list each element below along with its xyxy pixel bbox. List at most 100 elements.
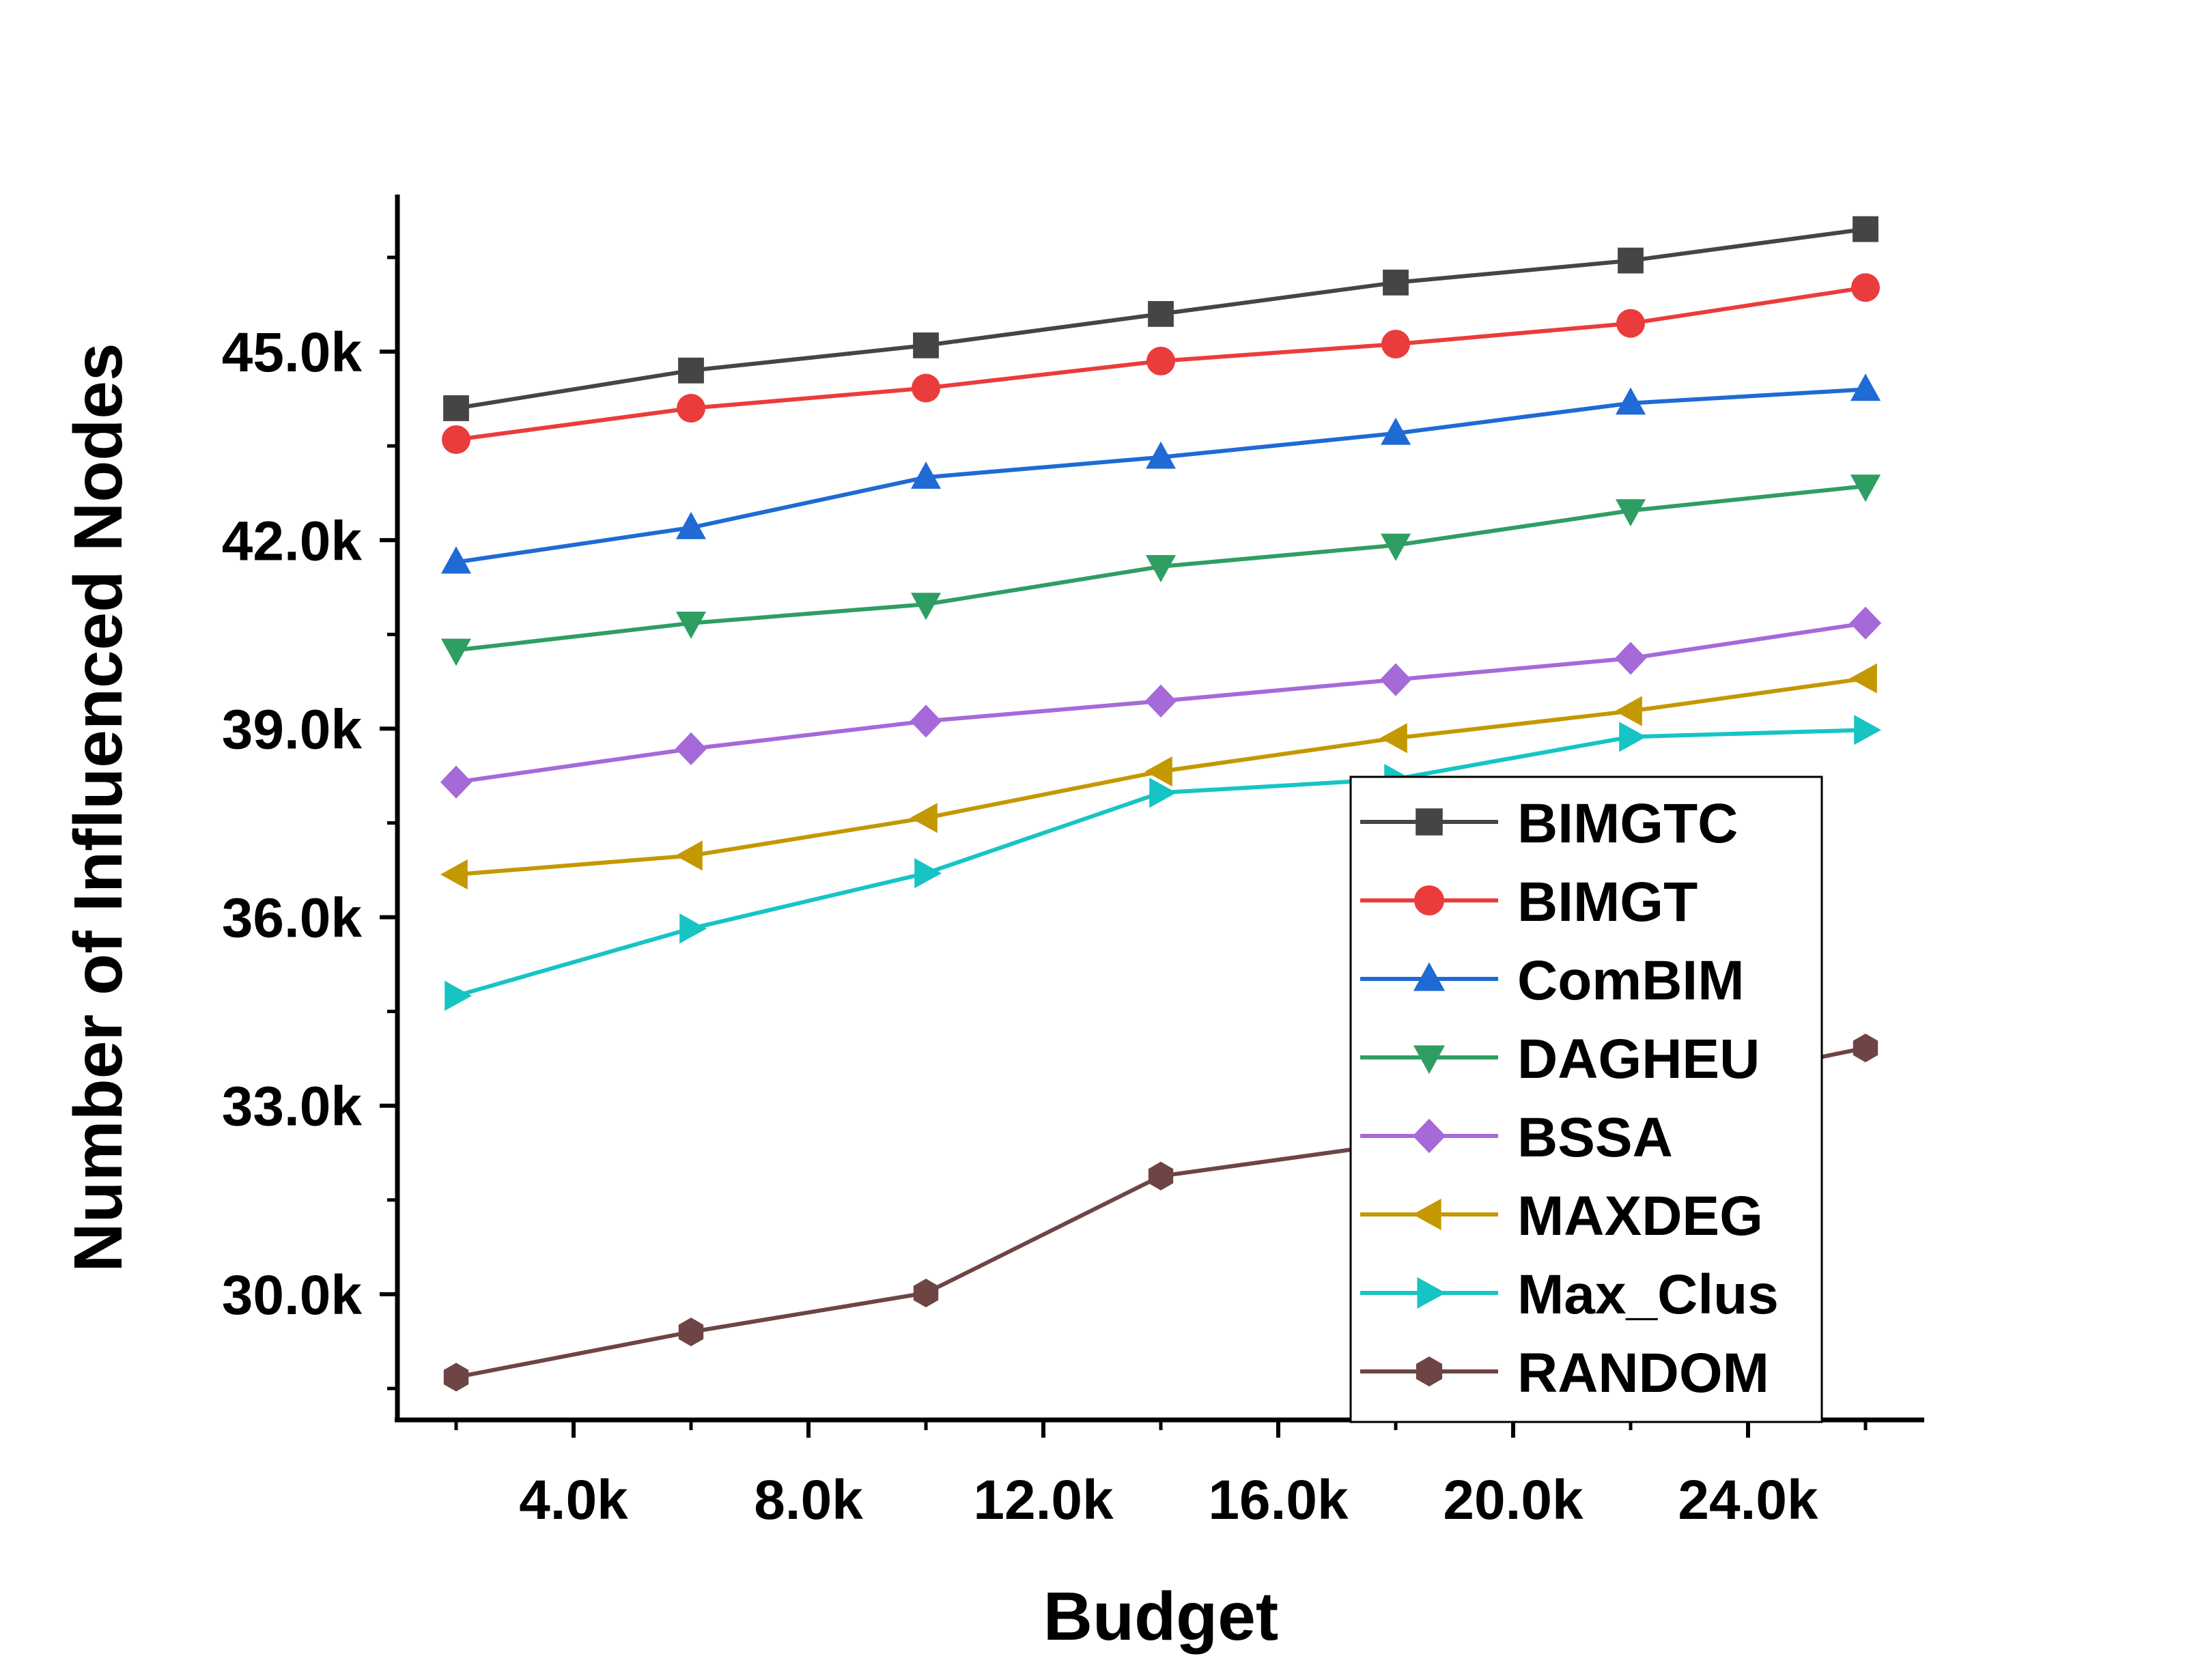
- x-tick-label: 20.0k: [1443, 1469, 1583, 1531]
- data-point-bimgt: [442, 425, 470, 454]
- data-point-combim: [1381, 417, 1411, 445]
- legend-label: BIMGTC: [1517, 793, 1738, 855]
- data-point-bimgtc: [1618, 247, 1644, 274]
- data-point-max-clus: [1854, 715, 1882, 745]
- legend-label: MAXDEG: [1517, 1185, 1763, 1247]
- y-tick-label: 45.0k: [222, 322, 363, 384]
- data-point-bimgt: [1146, 346, 1175, 375]
- data-point-dagheu: [1381, 533, 1411, 561]
- data-point-bimgtc: [678, 357, 704, 384]
- legend-label: BSSA: [1517, 1107, 1673, 1169]
- y-tick-label: 33.0k: [222, 1076, 363, 1138]
- data-point-maxdeg: [1144, 756, 1172, 787]
- data-point-bssa: [1379, 663, 1412, 696]
- legend-item-maxdeg: MAXDEG: [1360, 1185, 1763, 1247]
- data-point-random: [443, 1363, 469, 1392]
- data-point-random: [1853, 1034, 1878, 1063]
- data-point-bssa: [1614, 642, 1647, 675]
- legend-item-random: RANDOM: [1360, 1342, 1769, 1404]
- data-point-bssa: [675, 732, 707, 765]
- legend-label: RANDOM: [1517, 1342, 1769, 1404]
- data-point-random: [678, 1318, 704, 1347]
- x-axis-title: Budget: [1043, 1578, 1278, 1655]
- series-combim: [441, 373, 1881, 574]
- data-point-bssa: [1849, 606, 1882, 640]
- series-maxdeg: [440, 663, 1877, 889]
- data-point-maxdeg: [675, 840, 703, 871]
- data-point-combim: [911, 461, 941, 489]
- legend-item-dagheu: DAGHEU: [1360, 1028, 1760, 1090]
- legend-item-bimgt: BIMGT: [1360, 871, 1698, 933]
- legend-swatch-marker: [1416, 1356, 1443, 1386]
- y-tick-label: 36.0k: [222, 887, 363, 950]
- x-tick-label: 24.0k: [1678, 1469, 1818, 1531]
- data-point-combim: [441, 546, 471, 574]
- legend: BIMGTC BIMGT ComBIM DAGHEU BSSA MAXDEG Max_Clu…: [1349, 775, 1823, 1423]
- data-point-maxdeg: [1379, 723, 1407, 754]
- x-tick-label: 12.0k: [973, 1469, 1114, 1531]
- data-point-bimgtc: [443, 395, 469, 421]
- data-point-combim: [1615, 387, 1646, 415]
- data-point-combim: [1850, 373, 1881, 401]
- y-tick-label: 39.0k: [222, 698, 363, 760]
- series-bimgtc: [443, 216, 1878, 421]
- data-point-dagheu: [441, 638, 471, 666]
- data-point-bssa: [1144, 684, 1177, 718]
- data-point-bimgt: [677, 393, 705, 423]
- x-tick-label: 8.0k: [754, 1469, 863, 1531]
- data-point-dagheu: [676, 612, 706, 639]
- data-point-combim: [676, 511, 706, 539]
- legend-item-bimgtc: BIMGTC: [1360, 793, 1738, 855]
- data-point-maxdeg: [1849, 663, 1877, 694]
- series-line-combim: [455, 387, 1866, 565]
- data-point-random: [1148, 1161, 1174, 1191]
- data-point-random: [913, 1279, 939, 1308]
- data-point-dagheu: [1146, 555, 1176, 582]
- legend-swatch-marker: [1414, 885, 1444, 915]
- data-point-bssa: [910, 704, 942, 738]
- data-point-maxdeg: [440, 859, 468, 889]
- x-tick-label: 16.0k: [1208, 1469, 1349, 1531]
- data-point-bimgt: [1381, 330, 1410, 359]
- data-point-bimgt: [1851, 273, 1880, 302]
- data-point-combim: [1146, 441, 1176, 469]
- data-point-bssa: [440, 765, 473, 799]
- y-tick-label: 42.0k: [222, 510, 363, 572]
- data-point-maxdeg: [910, 803, 938, 834]
- data-point-bimgtc: [1383, 269, 1409, 296]
- data-point-dagheu: [1615, 499, 1646, 527]
- legend-swatch-marker: [1412, 1118, 1446, 1154]
- data-point-bimgtc: [913, 332, 939, 358]
- legend-swatch-marker: [1416, 808, 1443, 836]
- legend-box: [1349, 775, 1823, 1423]
- data-point-bimgt: [912, 373, 940, 403]
- data-point-max-clus: [679, 913, 707, 944]
- legend-label: ComBIM: [1517, 950, 1745, 1012]
- legend-swatch-marker: [1413, 1045, 1446, 1074]
- series-max-clus: [445, 715, 1882, 1011]
- x-tick-label: 4.0k: [519, 1469, 628, 1531]
- legend-swatch-marker: [1413, 962, 1446, 991]
- data-point-max-clus: [1149, 778, 1177, 808]
- y-tick-label: 30.0k: [222, 1264, 363, 1326]
- series-bimgt: [442, 273, 1880, 454]
- data-point-dagheu: [1850, 474, 1881, 502]
- legend-label: Max_Clus: [1517, 1264, 1779, 1326]
- data-point-max-clus: [914, 858, 942, 889]
- data-point-bimgt: [1616, 309, 1645, 338]
- data-point-bimgtc: [1853, 216, 1878, 242]
- legend-swatch-marker: [1412, 1198, 1441, 1231]
- legend-item-max-clus: Max_Clus: [1360, 1264, 1779, 1326]
- legend-label: DAGHEU: [1517, 1028, 1760, 1090]
- legend-label: BIMGT: [1517, 871, 1698, 933]
- data-point-max-clus: [445, 980, 473, 1011]
- data-point-max-clus: [1619, 722, 1647, 752]
- ticks: 4.0k 8.0k 12.0k 16.0k 20.0k 24.0k 30.0k 33.0k 36…: [222, 255, 1868, 1531]
- legend-item-bssa: BSSA: [1360, 1107, 1673, 1169]
- data-point-dagheu: [911, 593, 941, 621]
- legend-item-combim: ComBIM: [1360, 950, 1745, 1012]
- series-dagheu: [441, 474, 1881, 666]
- series-bssa: [440, 606, 1882, 799]
- data-point-maxdeg: [1614, 696, 1642, 726]
